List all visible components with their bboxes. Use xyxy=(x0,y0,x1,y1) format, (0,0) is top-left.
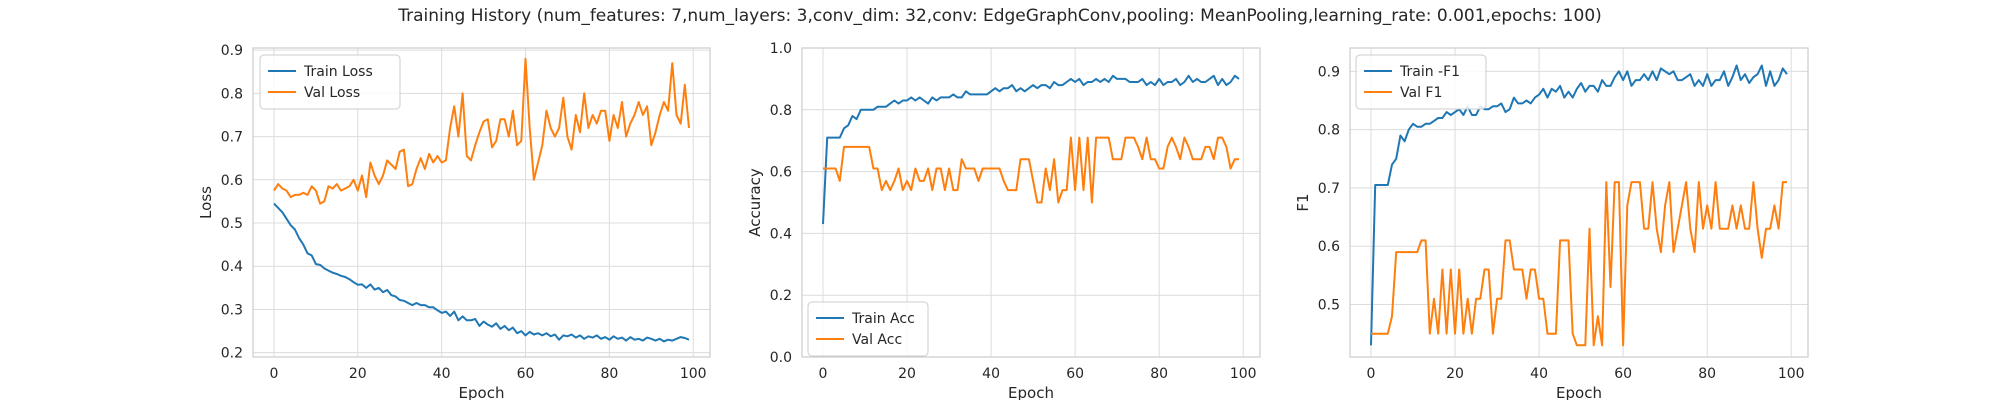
y-tick-label: 0.9 xyxy=(1318,64,1340,80)
y-tick-label: 0.0 xyxy=(770,350,792,366)
legend-label: Val Acc xyxy=(852,332,902,348)
x-tick-label: 60 xyxy=(1614,366,1632,382)
series-line-1 xyxy=(1370,64,1788,346)
axes-frame xyxy=(801,47,1261,358)
x-tick-label: 40 xyxy=(1530,366,1548,382)
x-tick-label: 40 xyxy=(982,366,1000,382)
axes-frame xyxy=(1349,47,1809,358)
y-tick-labels: 0.0 0.2 0.4 0.6 0.8 1.0 xyxy=(770,41,792,366)
y-tick-label: 0.6 xyxy=(1318,239,1340,255)
x-tick-label: 100 xyxy=(1230,366,1257,382)
legend-box xyxy=(807,301,929,357)
legend: Train -F1 Val F1 xyxy=(1355,54,1487,110)
x-axis-label: Epoch xyxy=(1008,384,1054,400)
series-line-1 xyxy=(273,202,690,343)
series-line-2 xyxy=(273,57,690,205)
y-tick-label: 0.2 xyxy=(770,288,792,304)
y-axis-label: F1 xyxy=(1294,193,1312,211)
legend-box xyxy=(259,54,401,110)
x-axis-label: Epoch xyxy=(459,384,505,400)
x-tick-label: 20 xyxy=(349,366,367,382)
x-tick-label: 40 xyxy=(433,366,451,382)
x-tick-label: 80 xyxy=(600,366,618,382)
x-tick-label: 20 xyxy=(898,366,916,382)
y-tick-label: 0.6 xyxy=(221,173,243,189)
legend-label: Val Loss xyxy=(304,85,360,101)
x-tick-labels: 0 20 40 60 80 100 xyxy=(270,366,707,382)
series-line-2 xyxy=(823,136,1239,204)
x-tick-label: 0 xyxy=(819,366,828,382)
legend-label: Train Acc xyxy=(851,311,915,327)
y-tick-label: 0.6 xyxy=(770,165,792,181)
y-tick-label: 1.0 xyxy=(770,41,792,57)
x-axis-label: Epoch xyxy=(1556,384,1602,400)
f1-chart: 0 20 40 60 80 100 0.5 0.6 0.7 0.8 0.9 Epoch F1 Train … xyxy=(1294,47,1809,400)
y-tick-label: 0.3 xyxy=(221,302,243,318)
y-tick-label: 0.7 xyxy=(221,130,243,146)
legend-label: Val F1 xyxy=(1400,85,1442,101)
x-tick-label: 100 xyxy=(1778,366,1805,382)
x-tick-labels: 0 20 40 60 80 100 xyxy=(819,366,1257,382)
y-tick-labels: 0.2 0.3 0.4 0.5 0.6 0.7 0.8 0.9 xyxy=(221,43,243,362)
y-axis-label: Loss xyxy=(197,186,215,219)
x-tick-label: 0 xyxy=(1367,366,1376,382)
x-tick-label: 100 xyxy=(680,366,707,382)
x-tick-labels: 0 20 40 60 80 100 xyxy=(1367,366,1805,382)
y-tick-label: 0.4 xyxy=(770,226,792,242)
x-tick-label: 60 xyxy=(1066,366,1084,382)
legend-label: Train Loss xyxy=(303,64,373,80)
y-tick-label: 0.8 xyxy=(770,103,792,119)
series-line-1 xyxy=(822,74,1240,225)
axes-frame xyxy=(252,47,711,358)
x-tick-label: 80 xyxy=(1698,366,1716,382)
y-tick-labels: 0.5 0.6 0.7 0.8 0.9 xyxy=(1318,64,1340,313)
legend: Train Acc Val Acc xyxy=(807,301,929,357)
legend-label: Train -F1 xyxy=(1399,64,1460,80)
y-tick-label: 0.8 xyxy=(221,86,243,102)
x-tick-label: 20 xyxy=(1446,366,1464,382)
legend: Train Loss Val Loss xyxy=(259,54,401,110)
series-line-2 xyxy=(1371,181,1787,347)
y-tick-label: 0.2 xyxy=(221,346,243,362)
y-tick-label: 0.7 xyxy=(1318,181,1340,197)
y-tick-label: 0.4 xyxy=(221,259,243,275)
y-tick-label: 0.8 xyxy=(1318,123,1340,139)
legend-box xyxy=(1355,54,1487,110)
x-tick-label: 0 xyxy=(270,366,279,382)
x-tick-label: 60 xyxy=(517,366,535,382)
y-tick-label: 0.5 xyxy=(1318,298,1340,314)
x-tick-label: 80 xyxy=(1150,366,1168,382)
y-axis-label: Accuracy xyxy=(746,168,764,237)
loss-chart: 0 20 40 60 80 100 0.2 0.3 0.4 0.5 0.6 0.7 0.8 0.9 Epoc… xyxy=(197,43,711,400)
y-tick-label: 0.5 xyxy=(221,216,243,232)
y-tick-label: 0.9 xyxy=(221,43,243,59)
figure-title: Training History (num_features: 7,num_la… xyxy=(398,6,1602,26)
accuracy-chart: 0 20 40 60 80 100 0.0 0.2 0.4 0.6 0.8 1.0 Epoch Accur… xyxy=(746,41,1261,400)
